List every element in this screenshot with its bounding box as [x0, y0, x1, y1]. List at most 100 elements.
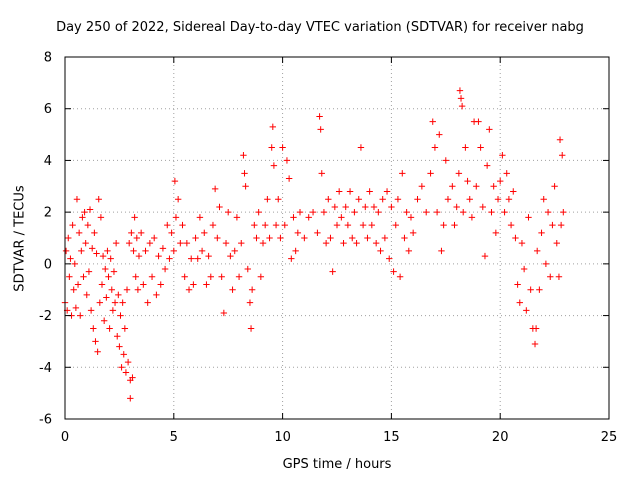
data-point [129, 374, 136, 381]
data-point [209, 221, 217, 229]
data-point [67, 255, 74, 262]
data-point [95, 196, 102, 203]
data-point [551, 183, 558, 190]
data-point [73, 196, 81, 203]
data-point [429, 118, 436, 125]
data-point [362, 203, 369, 211]
data-point [423, 208, 430, 216]
data-point [556, 136, 564, 143]
data-point [244, 265, 251, 273]
data-point [91, 229, 98, 237]
data-point [557, 221, 565, 229]
data-point [153, 291, 160, 299]
data-point [401, 234, 408, 242]
data-point [264, 196, 271, 203]
data-point [196, 214, 204, 221]
data-point [133, 234, 141, 242]
data-point [316, 113, 323, 120]
data-point [192, 234, 199, 242]
data-point [281, 221, 288, 229]
data-point [261, 221, 269, 229]
data-point [140, 281, 147, 288]
data-point [111, 299, 119, 306]
data-point [533, 247, 541, 255]
data-point [86, 206, 94, 213]
data-point [531, 340, 539, 348]
data-point [242, 183, 249, 190]
data-point [433, 208, 441, 216]
data-point [77, 312, 84, 319]
data-point [161, 265, 169, 273]
data-point [117, 312, 124, 319]
data-point [451, 221, 458, 229]
data-point [494, 196, 502, 203]
data-point [168, 229, 175, 237]
data-point [270, 162, 278, 169]
data-point [335, 188, 343, 195]
data-point [320, 208, 328, 216]
data-point [103, 294, 110, 301]
data-point [151, 234, 158, 242]
data-point [82, 239, 89, 247]
data-point [144, 299, 151, 306]
data-point [359, 221, 367, 229]
data-point [468, 214, 476, 221]
data-point [440, 221, 447, 229]
data-point [137, 229, 145, 237]
data-point [96, 299, 104, 306]
data-point [483, 162, 491, 169]
data-point [66, 273, 73, 280]
data-point [525, 214, 532, 221]
y-tick-label: 6 [44, 102, 52, 117]
y-tick-label: 2 [44, 206, 52, 221]
data-point [121, 325, 129, 332]
data-point [257, 273, 265, 280]
data-point [349, 234, 356, 242]
data-point [70, 286, 77, 293]
data-points [61, 87, 567, 402]
data-point [458, 102, 466, 110]
data-point [403, 208, 410, 216]
data-point [560, 208, 567, 216]
data-point [275, 196, 282, 203]
data-point [538, 229, 545, 237]
data-point [127, 395, 134, 402]
data-point [288, 255, 295, 262]
data-point [107, 255, 114, 262]
data-point [78, 247, 85, 255]
data-point [549, 221, 556, 229]
data-point [514, 281, 521, 288]
data-point [99, 252, 107, 260]
data-point [351, 208, 358, 216]
data-point [455, 170, 463, 177]
data-point [108, 286, 115, 293]
data-point [314, 229, 321, 237]
data-point [540, 196, 547, 203]
data-point [392, 221, 399, 229]
data-point [135, 252, 143, 260]
data-point [216, 203, 223, 211]
data-point [102, 265, 109, 273]
data-point [146, 239, 154, 247]
data-point [305, 214, 312, 221]
data-point [460, 208, 467, 216]
data-point [542, 260, 550, 268]
data-point [71, 260, 78, 268]
data-point [106, 325, 113, 332]
data-point [285, 175, 293, 182]
data-point [405, 247, 413, 255]
data-point [338, 214, 345, 221]
data-point [283, 157, 291, 164]
data-point [225, 208, 232, 216]
data-point [409, 229, 417, 237]
x-tick-label: 10 [274, 430, 291, 445]
data-point [418, 183, 426, 190]
data-point [123, 286, 131, 293]
y-tick-label: 8 [44, 51, 52, 66]
data-point [164, 221, 171, 229]
data-point [296, 208, 304, 216]
data-point [157, 281, 164, 288]
data-point [486, 126, 493, 133]
data-point [414, 196, 421, 203]
data-point [510, 188, 517, 195]
